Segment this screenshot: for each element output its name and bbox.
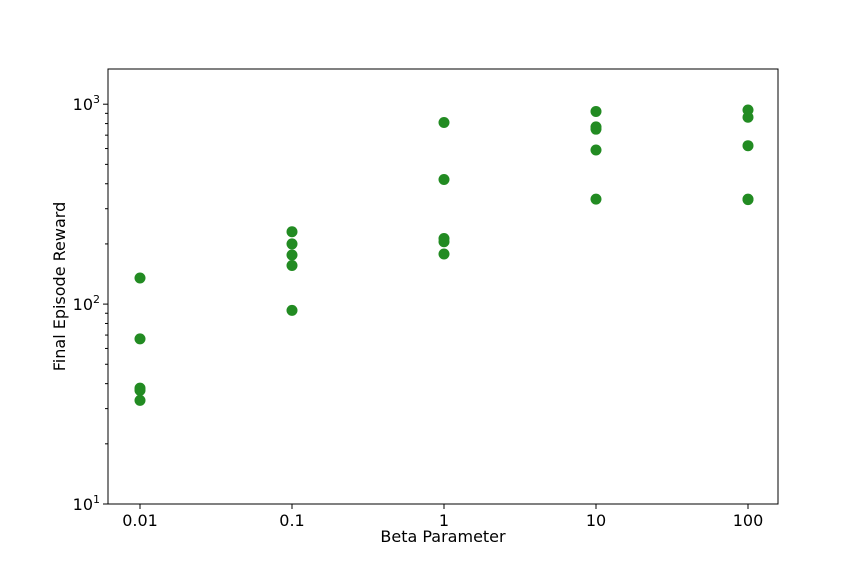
x-axis-label: Beta Parameter — [380, 527, 506, 546]
data-point — [438, 248, 450, 260]
data-point — [742, 111, 754, 123]
x-tick-label: 1 — [439, 511, 449, 530]
plot-frame — [107, 68, 779, 505]
data-point — [590, 193, 602, 205]
data-point — [438, 116, 450, 128]
x-tick-label: 100 — [733, 511, 764, 530]
data-point — [742, 140, 754, 152]
data-point — [438, 236, 450, 248]
data-point — [590, 144, 602, 156]
data-point — [286, 259, 298, 271]
data-point — [134, 384, 146, 396]
y-tick-label: 101 — [73, 493, 100, 514]
y-tick-label: 103 — [73, 93, 100, 114]
data-point — [286, 226, 298, 238]
y-axis-label: Final Episode Reward — [50, 202, 69, 371]
data-point — [134, 333, 146, 345]
x-tick-label: 10 — [586, 511, 606, 530]
data-point — [286, 238, 298, 250]
data-point — [590, 123, 602, 135]
data-point — [286, 249, 298, 261]
data-point — [742, 194, 754, 206]
data-point — [438, 174, 450, 186]
data-point — [134, 394, 146, 406]
data-point — [134, 272, 146, 284]
data-point — [590, 105, 602, 117]
data-point — [286, 304, 298, 316]
x-tick-label: 0.01 — [122, 511, 158, 530]
y-tick-label: 102 — [73, 293, 100, 314]
plot-area: 0.01 0.1 1 10 100 101 102 103 — [73, 68, 779, 530]
x-tick-label: 0.1 — [279, 511, 304, 530]
